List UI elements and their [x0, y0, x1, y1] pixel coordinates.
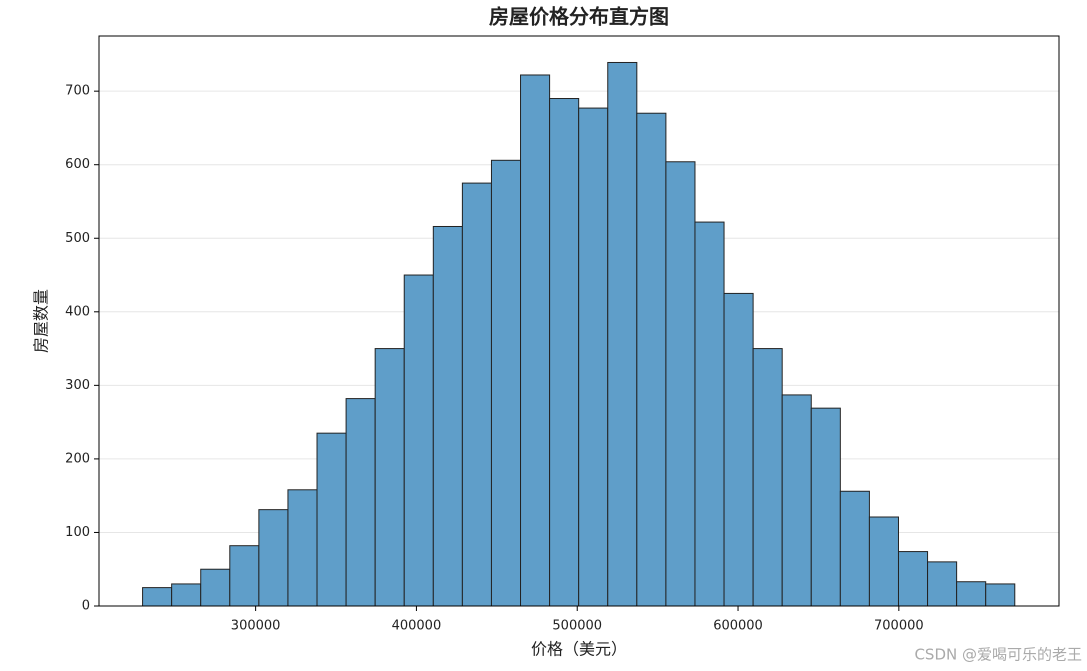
bar	[490, 159, 522, 607]
bar	[403, 274, 434, 607]
y-tick-label: 100	[65, 525, 90, 540]
bar	[752, 348, 783, 607]
chart-title: 房屋价格分布直方图	[489, 5, 669, 29]
bar	[839, 490, 870, 607]
y-tick-label: 0	[82, 599, 90, 614]
bar	[229, 545, 260, 607]
bar	[694, 221, 725, 607]
bar	[956, 581, 987, 607]
bar	[985, 583, 1016, 607]
bar	[897, 551, 929, 607]
bar	[345, 398, 376, 607]
x-tick-label: 700000	[874, 619, 924, 634]
bar	[142, 587, 173, 607]
x-tick-label: 600000	[713, 619, 763, 634]
y-axis-label: 房屋数量	[32, 289, 51, 353]
bar	[665, 161, 696, 607]
bar	[461, 182, 492, 607]
bar	[520, 74, 551, 607]
x-axis-label: 价格（美元）	[531, 640, 627, 659]
y-tick-label: 200	[65, 451, 90, 466]
y-tick-label: 300	[65, 378, 90, 393]
bar	[258, 509, 289, 607]
bar	[868, 516, 899, 607]
bar	[810, 407, 841, 607]
bar	[200, 568, 231, 607]
y-tick-label: 700	[65, 84, 90, 99]
bar	[171, 583, 202, 607]
bar	[723, 292, 754, 607]
x-tick-label: 400000	[392, 619, 442, 634]
bar	[549, 98, 580, 607]
y-tick-label: 500	[65, 231, 90, 246]
watermark: CSDN @爱喝可乐的老王	[914, 646, 1082, 664]
bar	[287, 489, 318, 607]
bar	[607, 61, 638, 607]
y-tick-label: 400	[65, 304, 90, 319]
x-tick-label: 300000	[231, 619, 281, 634]
bar	[316, 432, 347, 607]
x-tick-label: 500000	[552, 619, 602, 634]
bar	[374, 348, 405, 607]
bar	[578, 107, 609, 607]
bar	[781, 394, 812, 607]
bar	[636, 112, 667, 607]
bar	[432, 225, 463, 607]
y-tick-label: 600	[65, 157, 90, 172]
bar	[927, 561, 958, 607]
plot-frame	[98, 35, 1060, 607]
